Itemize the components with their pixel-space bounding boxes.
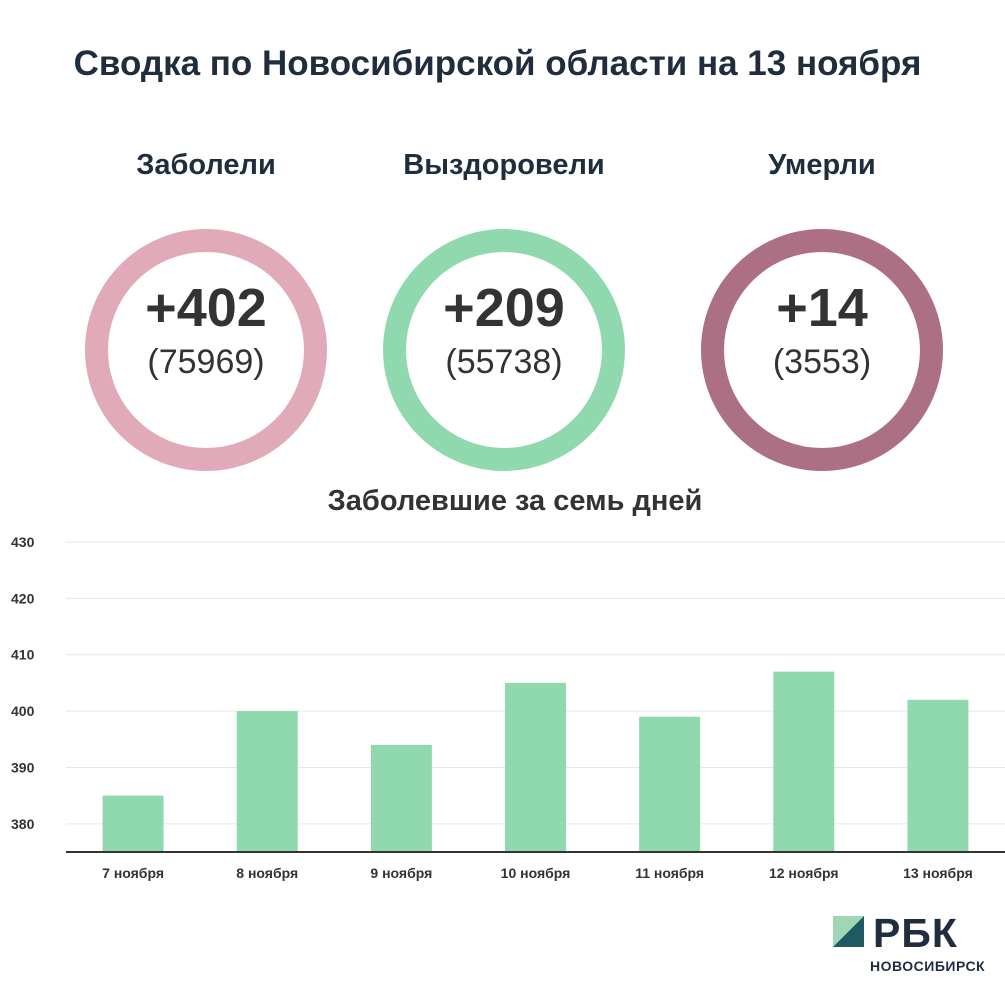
stat-value-recovered: +209 [443,278,565,338]
x-tick-label: 10 ноября [501,865,571,881]
x-tick-label: 11 ноября [635,865,704,881]
stat-value-infected: +402 [145,278,267,338]
x-tick-label: 7 ноября [102,865,164,881]
y-tick-label: 400 [11,703,35,719]
bar [639,716,701,852]
rbc-logo-subtitle: НОВОСИБИРСК [870,958,986,974]
rbc-logo-text: РБК [873,910,958,956]
x-tick-label: 9 ноября [370,865,432,881]
rbc-logo: РБК НОВОСИБИРСК [833,910,998,974]
x-tick-label: 8 ноября [236,865,298,881]
bar [236,711,298,852]
x-tick-label: 12 ноября [769,865,839,881]
chart-title: Заболевшие за семь дней [327,485,703,517]
x-tick-label: 13 ноября [903,865,973,881]
y-tick-label: 380 [11,816,35,832]
stat-total-recovered: (55738) [445,343,563,381]
stat-died: Умерли +14 (3553) [682,145,962,471]
page-title: Сводка по Новосибирской области на 13 но… [73,44,922,83]
stat-label-recovered: Выздоровели [403,149,605,181]
stat-recovered: Выздоровели +209 (55738) [364,145,644,471]
stat-value-died: +14 [776,278,868,338]
stat-label-died: Умерли [768,149,876,181]
y-tick-label: 430 [11,534,35,550]
bar [370,744,432,852]
ring-died: +14 (3553) [701,229,943,471]
stat-total-infected: (75969) [147,343,265,381]
stat-infected: Заболели +402 (75969) [66,145,346,471]
bar [773,671,835,852]
bar [907,699,969,852]
stat-label-infected: Заболели [136,149,276,181]
stat-total-died: (3553) [772,343,872,381]
bar [505,682,566,852]
ring-recovered: +209 (55738) [383,229,625,471]
ring-infected: +402 (75969) [85,229,327,471]
y-tick-label: 410 [11,647,35,663]
bar-chart: 380 390 400 410 420 430 7 ноября 8 ноября 9 нояб… [11,534,1005,881]
rbc-logo-mark-icon [833,916,864,947]
bar [102,795,164,852]
y-tick-label: 420 [11,590,35,606]
y-tick-label: 390 [11,759,35,775]
